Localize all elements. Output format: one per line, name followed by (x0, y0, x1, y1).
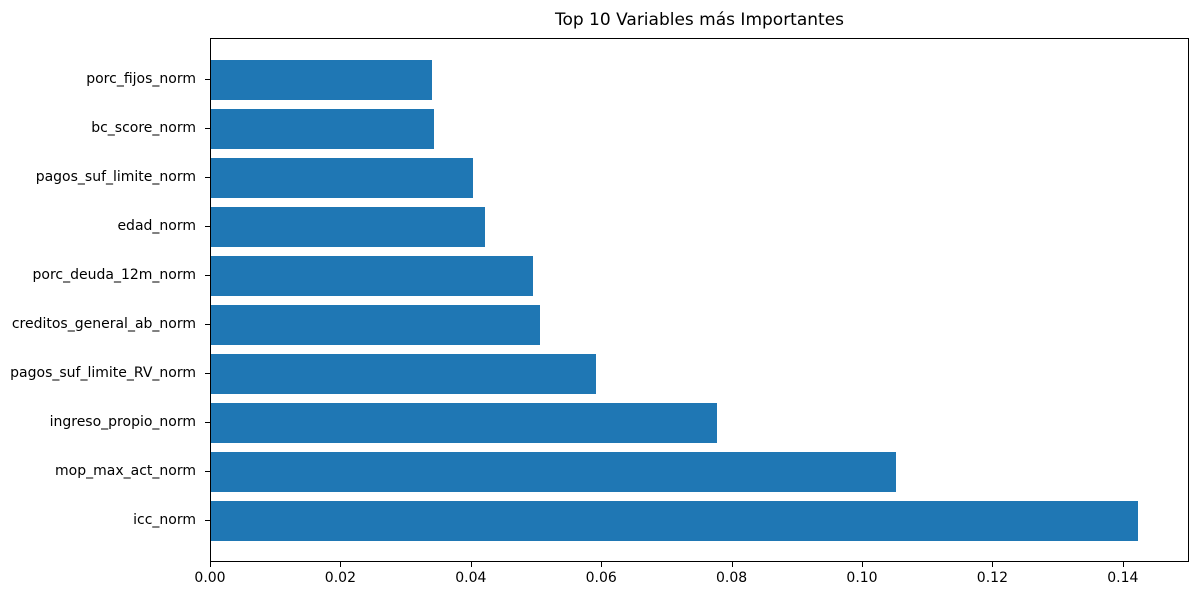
bar-row (211, 202, 1188, 251)
bar-ingreso_propio_norm (211, 402, 718, 443)
x-tick-label: 0.06 (585, 570, 617, 586)
bar-pagos_suf_limite_norm (211, 157, 473, 198)
bar-edad_norm (211, 206, 486, 247)
x-tick-mark (210, 562, 211, 567)
x-tick-label: 0.02 (324, 570, 356, 586)
bars-container (211, 39, 1188, 561)
bar-bc_score_norm (211, 108, 435, 149)
bar-mop_max_act_norm (211, 451, 897, 492)
bar-row (211, 447, 1188, 496)
x-tick-mark (731, 562, 733, 567)
x-tick-label: 0.04 (455, 570, 487, 586)
y-label-ingreso_propio_norm: ingreso_propio_norm (49, 413, 196, 430)
y-tick-mark (205, 323, 210, 325)
y-tick-mark (205, 421, 210, 423)
x-tick-mark (340, 562, 342, 567)
x-tick-label: 0.14 (1107, 570, 1139, 586)
bar-porc_fijos_norm (211, 59, 433, 100)
bar-row (211, 300, 1188, 349)
x-tick-label: 0.00 (194, 570, 226, 586)
bar-row (211, 496, 1188, 545)
y-tick-mark (205, 127, 210, 129)
x-tick-label: 0.10 (846, 570, 878, 586)
y-tick-mark (205, 176, 210, 178)
x-tick-label: 0.12 (976, 570, 1008, 586)
y-label-creditos_general_ab_norm: creditos_general_ab_norm (11, 315, 196, 332)
bar-creditos_general_ab_norm (211, 304, 540, 345)
bar-row (211, 349, 1188, 398)
x-tick-label: 0.08 (716, 570, 748, 586)
bar-row (211, 251, 1188, 300)
bar-icc_norm (211, 500, 1139, 541)
y-tick-mark (205, 470, 210, 472)
x-tick-mark (1122, 562, 1124, 567)
y-tick-mark (205, 274, 210, 276)
x-tick-mark (992, 562, 994, 567)
y-label-pagos_suf_limite_RV_norm: pagos_suf_limite_RV_norm (10, 364, 196, 381)
y-label-porc_fijos_norm: porc_fijos_norm (86, 70, 196, 87)
y-label-edad_norm: edad_norm (117, 217, 196, 234)
y-label-icc_norm: icc_norm (133, 511, 196, 528)
y-label-pagos_suf_limite_norm: pagos_suf_limite_norm (35, 168, 196, 185)
y-tick-mark (205, 372, 210, 374)
y-label-mop_max_act_norm: mop_max_act_norm (55, 462, 196, 479)
y-tick-mark (205, 519, 210, 521)
plot-area (210, 38, 1189, 562)
bar-row (211, 398, 1188, 447)
bar-porc_deuda_12m_norm (211, 255, 533, 296)
bar-row (211, 104, 1188, 153)
y-tick-mark (205, 78, 210, 80)
y-label-porc_deuda_12m_norm: porc_deuda_12m_norm (32, 266, 196, 283)
x-tick-mark (601, 562, 603, 567)
x-tick-mark (862, 562, 863, 567)
y-tick-mark (205, 225, 210, 227)
y-label-bc_score_norm: bc_score_norm (91, 119, 196, 136)
bar-row (211, 153, 1188, 202)
bar-pagos_suf_limite_RV_norm (211, 353, 596, 394)
x-tick-mark (470, 562, 472, 567)
y-axis-labels: porc_fijos_norm bc_score_norm pagos_suf_li… (0, 38, 196, 562)
chart-title: Top 10 Variables más Importantes (554, 10, 845, 30)
bar-row (211, 55, 1188, 104)
